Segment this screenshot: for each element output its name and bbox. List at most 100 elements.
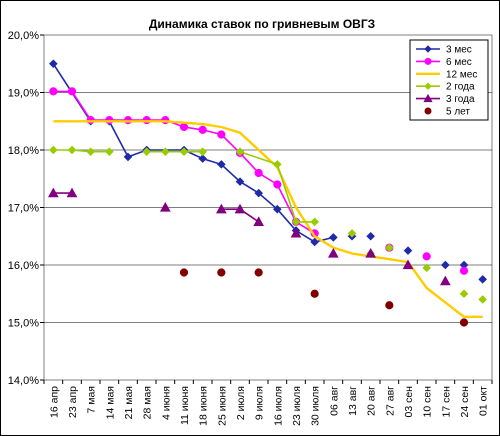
- data-point-diamond: [86, 147, 95, 157]
- x-tick-label: 16 июля: [272, 386, 284, 426]
- data-point-circle: [459, 318, 469, 327]
- x-tick-label: 20 авг: [366, 386, 378, 416]
- data-point-diamond: [478, 275, 487, 284]
- series-line: [239, 150, 315, 223]
- legend-label: 12 мес: [446, 69, 477, 80]
- x-tick-label: 23 июля: [291, 386, 303, 426]
- y-tick-label: 17,0%: [8, 203, 39, 215]
- data-point-circle: [385, 301, 394, 310]
- y-tick-label: 15,0%: [8, 318, 39, 330]
- data-point-diamond: [403, 246, 413, 255]
- data-point-triangle: [327, 247, 339, 258]
- data-point-circle: [67, 87, 77, 96]
- data-point-circle: [422, 252, 431, 261]
- y-tick-label: 16,0%: [8, 260, 39, 272]
- x-tick-label: 27 авг: [384, 386, 396, 416]
- x-tick-label: 14 мая: [104, 386, 116, 419]
- x-tick-label: 25 июня: [216, 386, 228, 426]
- legend-label: 2 года: [446, 82, 475, 93]
- chart-title: Динамика ставок по гривневым ОВГЗ: [149, 17, 375, 31]
- data-point-circle: [217, 268, 226, 277]
- legend-box: [409, 39, 489, 121]
- data-point-circle: [105, 116, 114, 125]
- x-tick-label: 17 сен: [440, 386, 452, 418]
- legend-label: 5 лет: [446, 107, 470, 118]
- data-point-triangle: [215, 203, 227, 214]
- data-point-diamond: [424, 45, 432, 53]
- data-point-diamond: [422, 263, 431, 273]
- data-point-triangle: [159, 201, 171, 212]
- data-point-diamond: [329, 233, 338, 242]
- data-point-diamond: [67, 145, 77, 155]
- data-point-circle: [424, 107, 432, 115]
- data-point-diamond: [49, 145, 58, 155]
- y-tick-label: 20,0%: [8, 30, 39, 42]
- data-point-triangle: [47, 187, 59, 198]
- data-point-diamond: [217, 160, 226, 169]
- x-tick-label: 30 июля: [310, 386, 322, 426]
- x-tick-label: 06 авг: [328, 386, 340, 416]
- legend-label: 3 года: [446, 94, 475, 105]
- data-point-diamond: [179, 147, 189, 157]
- data-point-triangle: [402, 259, 414, 270]
- x-tick-label: 28 мая: [142, 386, 154, 419]
- x-tick-label: 7 мая: [86, 386, 98, 414]
- data-point-circle: [459, 266, 469, 275]
- series-line: [52, 63, 334, 243]
- x-tick-label: 23 апр: [67, 386, 79, 418]
- data-point-circle: [179, 122, 189, 132]
- data-point-diamond: [273, 204, 282, 214]
- data-point-diamond: [198, 147, 207, 157]
- data-point-diamond: [291, 217, 301, 227]
- y-tick-label: 18,0%: [8, 145, 39, 157]
- data-point-diamond: [123, 152, 133, 162]
- data-point-triangle: [290, 227, 302, 238]
- x-tick-label: 2 июля: [235, 386, 247, 420]
- data-point-circle: [86, 116, 95, 125]
- data-point-circle: [123, 116, 133, 125]
- series-line: [53, 149, 110, 153]
- data-point-diamond: [441, 260, 450, 270]
- data-point-triangle: [423, 93, 433, 103]
- data-point-diamond: [105, 147, 114, 157]
- data-point-diamond: [273, 160, 282, 169]
- data-point-circle: [179, 268, 189, 277]
- x-tick-label: 01 окт: [478, 386, 490, 416]
- data-point-diamond: [254, 188, 263, 198]
- data-point-triangle: [365, 247, 377, 258]
- x-tick-label: 11 июня: [179, 386, 191, 425]
- y-tick-label: 19,0%: [8, 88, 39, 100]
- data-point-triangle: [439, 275, 451, 286]
- data-point-diamond: [198, 154, 207, 163]
- x-tick-label: 18 июня: [198, 386, 210, 426]
- data-point-diamond: [235, 177, 245, 186]
- x-tick-label: 03 сен: [403, 386, 415, 418]
- data-point-diamond: [424, 82, 432, 90]
- data-point-diamond: [49, 59, 58, 69]
- data-point-circle: [273, 180, 282, 189]
- x-tick-label: 16 апр: [48, 386, 60, 418]
- data-point-diamond: [235, 147, 245, 157]
- data-point-diamond: [310, 217, 319, 227]
- x-tick-label: 9 июля: [254, 386, 266, 420]
- data-point-circle: [142, 116, 151, 125]
- data-point-diamond: [459, 289, 469, 299]
- data-point-diamond: [142, 147, 151, 157]
- data-point-diamond: [161, 147, 170, 157]
- data-point-circle: [254, 168, 263, 178]
- data-point-triangle: [253, 216, 265, 226]
- x-tick-label: 24 сен: [459, 386, 471, 418]
- x-tick-label: 4 июня: [160, 386, 172, 420]
- data-point-diamond: [478, 295, 487, 304]
- data-point-diamond: [310, 237, 319, 247]
- series-line: [53, 120, 483, 318]
- legend-label: 3 мес: [446, 45, 472, 56]
- data-point-diamond: [347, 229, 357, 238]
- data-point-diamond: [366, 231, 375, 241]
- data-point-circle: [424, 57, 432, 65]
- data-point-circle: [254, 268, 263, 277]
- data-point-triangle: [66, 187, 78, 198]
- data-point-circle: [49, 87, 58, 96]
